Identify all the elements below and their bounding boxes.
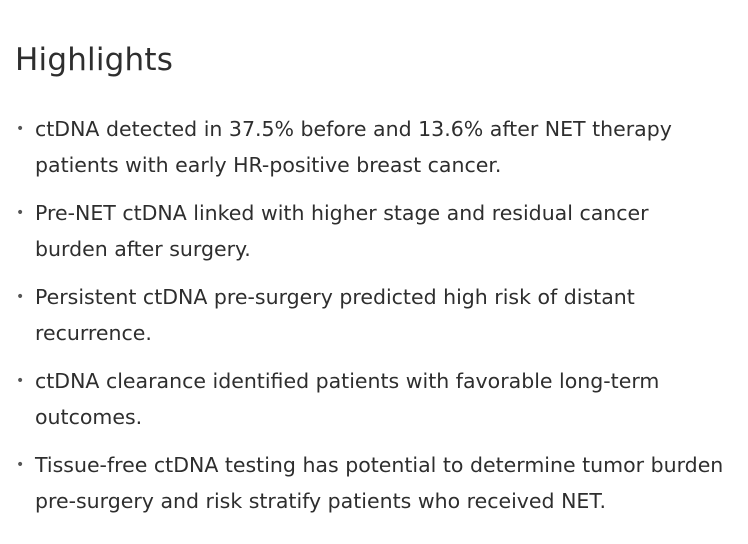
bullet-icon: • <box>16 373 25 389</box>
bullet-icon: • <box>16 205 25 221</box>
list-item: • Tissue-free ctDNA testing has potentia… <box>15 447 748 519</box>
list-item-text: Persistent ctDNA pre-surgery predicted h… <box>35 285 635 345</box>
list-item: • Pre-NET ctDNA linked with higher stage… <box>15 195 748 267</box>
list-item-text: ctDNA clearance identified patients with… <box>35 369 660 429</box>
highlights-heading: Highlights <box>15 42 174 78</box>
bullet-icon: • <box>16 121 25 137</box>
bullet-icon: • <box>16 457 25 473</box>
list-item-text: Tissue-free ctDNA testing has potential … <box>35 453 724 513</box>
bullet-icon: • <box>16 289 25 305</box>
list-item: • Persistent ctDNA pre-surgery predicted… <box>15 279 748 351</box>
list-item: • ctDNA clearance identified patients wi… <box>15 363 748 435</box>
list-item-text: ctDNA detected in 37.5% before and 13.6%… <box>35 117 672 177</box>
list-item: • ctDNA detected in 37.5% before and 13.… <box>15 111 748 183</box>
highlights-list: • ctDNA detected in 37.5% before and 13.… <box>15 111 748 519</box>
list-item-text: Pre-NET ctDNA linked with higher stage a… <box>35 201 649 261</box>
highlights-section: Highlights • ctDNA detected in 37.5% bef… <box>15 42 748 519</box>
